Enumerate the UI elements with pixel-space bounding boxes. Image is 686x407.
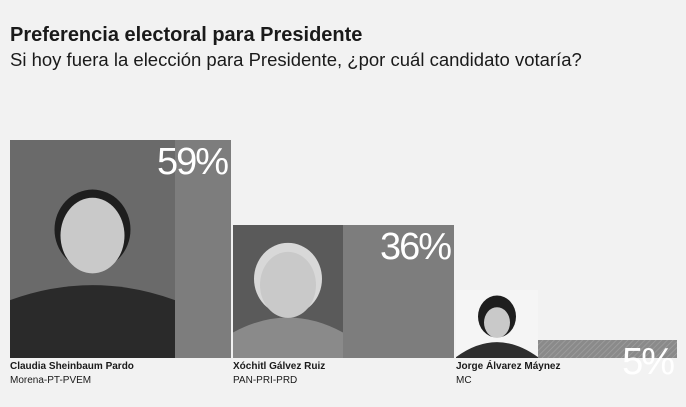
candidate-name: Jorge Álvarez Máynez — [456, 361, 561, 372]
bar-value-label: 36% — [380, 226, 451, 268]
candidate-photo-sheinbaum-icon — [10, 140, 175, 358]
candidate-party: MC — [456, 375, 472, 386]
candidate-photo-maynez-icon — [456, 290, 538, 358]
candidate-party: Morena-PT-PVEM — [10, 375, 92, 386]
candidate-party: PAN-PRI-PRD — [233, 375, 298, 386]
candidate-name: Xóchitl Gálvez Ruiz — [233, 361, 326, 372]
candidate-name: Claudia Sheinbaum Pardo — [10, 361, 134, 372]
candidate-photo-galvez-icon — [233, 225, 343, 358]
chart-subtitle: Si hoy fuera la elección para Presidente… — [10, 49, 582, 70]
bar-value-label: 5% — [622, 341, 674, 383]
bar-value-label: 59% — [157, 141, 228, 183]
chart-title: Preferencia electoral para Presidente — [10, 24, 363, 46]
